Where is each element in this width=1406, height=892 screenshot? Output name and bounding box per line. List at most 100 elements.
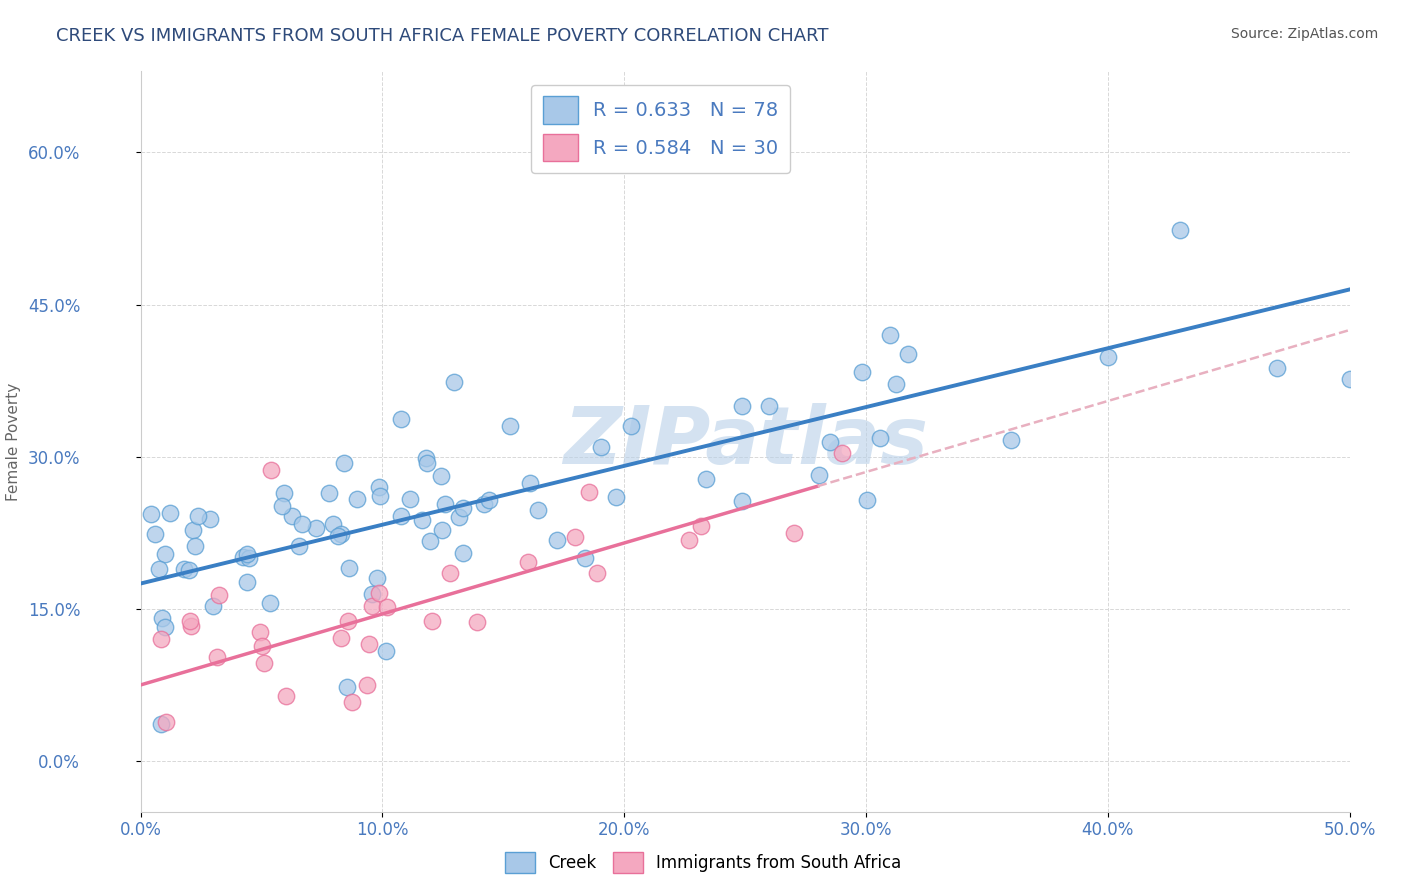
Point <box>451 501 474 516</box>
Point <box>238 550 260 565</box>
Point <box>155 620 177 634</box>
Legend: Creek, Immigrants from South Africa: Creek, Immigrants from South Africa <box>498 846 908 880</box>
Point <box>198 512 221 526</box>
Point <box>201 599 224 614</box>
Point <box>208 588 231 602</box>
Point <box>419 534 441 549</box>
Point <box>820 435 842 450</box>
Point <box>159 507 181 521</box>
Text: ZIPatlas: ZIPatlas <box>562 402 928 481</box>
Point <box>620 419 643 434</box>
Point <box>399 491 422 506</box>
Point <box>519 475 541 490</box>
Point <box>360 599 382 613</box>
Point <box>250 640 273 654</box>
Point <box>253 656 276 670</box>
Point <box>232 549 254 564</box>
Point <box>337 615 360 629</box>
Point <box>333 456 356 470</box>
Point <box>499 419 522 434</box>
Point <box>259 596 281 610</box>
Point <box>678 533 700 548</box>
Point <box>389 509 412 524</box>
Point <box>143 527 166 541</box>
Point <box>360 587 382 601</box>
Point <box>831 446 853 460</box>
Point <box>155 715 177 730</box>
Point <box>420 614 443 628</box>
Point <box>155 547 177 561</box>
Point <box>377 600 399 615</box>
Point <box>472 497 495 511</box>
Point <box>329 526 352 541</box>
Point <box>180 619 202 633</box>
Point <box>368 586 391 600</box>
Point <box>346 491 368 506</box>
Point <box>288 540 311 554</box>
Point <box>249 624 271 639</box>
Point <box>1265 360 1288 375</box>
Point <box>879 328 901 343</box>
Point <box>291 516 314 531</box>
Point <box>731 494 754 508</box>
Point <box>274 690 297 704</box>
Point <box>478 492 501 507</box>
Point <box>808 468 831 483</box>
Point <box>141 507 163 521</box>
Point <box>447 510 470 524</box>
Point <box>187 509 209 524</box>
Point <box>758 399 780 413</box>
Y-axis label: Female Poverty: Female Poverty <box>6 383 21 500</box>
Point <box>690 519 713 533</box>
Legend: R = 0.633   N = 78, R = 0.584   N = 30: R = 0.633 N = 78, R = 0.584 N = 30 <box>531 85 790 173</box>
Point <box>173 562 195 576</box>
Point <box>179 563 201 577</box>
Point <box>605 490 627 504</box>
Point <box>564 530 586 544</box>
Point <box>546 533 568 548</box>
Point <box>1097 351 1119 365</box>
Point <box>586 566 609 580</box>
Point <box>526 503 548 517</box>
Point <box>330 631 353 645</box>
Text: CREEK VS IMMIGRANTS FROM SOUTH AFRICA FEMALE POVERTY CORRELATION CHART: CREEK VS IMMIGRANTS FROM SOUTH AFRICA FE… <box>56 27 828 45</box>
Point <box>415 456 437 470</box>
Point <box>149 632 172 646</box>
Point <box>367 480 389 494</box>
Point <box>181 523 204 537</box>
Point <box>184 539 207 553</box>
Point <box>451 545 474 559</box>
Point <box>851 366 873 380</box>
Point <box>336 680 359 694</box>
Point <box>356 678 378 692</box>
Point <box>271 499 294 513</box>
Point <box>340 695 363 709</box>
Point <box>1170 222 1192 236</box>
Point <box>260 463 283 477</box>
Point <box>695 472 717 486</box>
Point <box>339 561 361 575</box>
Point <box>884 377 907 392</box>
Point <box>897 347 920 361</box>
Point <box>411 513 433 527</box>
Point <box>782 526 804 541</box>
Point <box>235 547 257 561</box>
Point <box>433 497 456 511</box>
Point <box>148 562 170 576</box>
Point <box>430 469 453 483</box>
Point <box>149 716 172 731</box>
Point <box>281 508 304 523</box>
Point <box>516 555 538 569</box>
Point <box>589 440 612 454</box>
Point <box>578 485 600 500</box>
Text: Source: ZipAtlas.com: Source: ZipAtlas.com <box>1230 27 1378 41</box>
Point <box>415 450 437 465</box>
Point <box>366 571 388 585</box>
Point <box>389 412 412 426</box>
Point <box>1339 371 1361 385</box>
Point <box>439 566 461 581</box>
Point <box>305 521 328 535</box>
Point <box>273 485 295 500</box>
Point <box>205 650 228 665</box>
Point <box>375 644 398 658</box>
